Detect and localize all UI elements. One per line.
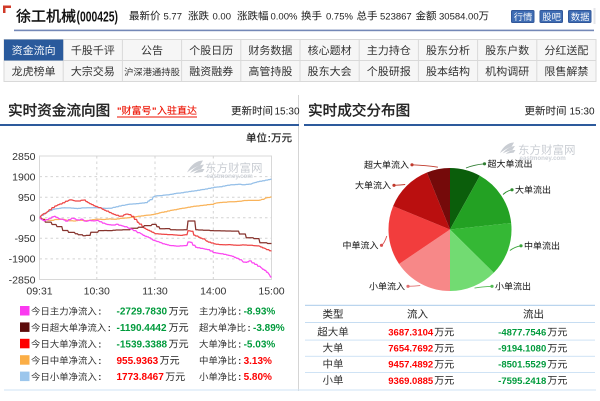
svg-text:-3.89%: -3.89% — [253, 323, 285, 334]
svg-text:eastmoney.com: eastmoney.com — [207, 173, 254, 180]
svg-text:-1539.3388: -1539.3388 — [117, 339, 168, 350]
svg-text:955.9363: 955.9363 — [117, 356, 159, 367]
svg-text:15:00: 15:00 — [258, 286, 284, 298]
svg-text:-5.03%: -5.03% — [244, 339, 276, 350]
svg-text:": " — [117, 106, 122, 117]
svg-text:1773.8467: 1773.8467 — [117, 372, 165, 383]
svg-text:9369.0885: 9369.0885 — [388, 376, 434, 387]
svg-text:09:31: 09:31 — [26, 286, 52, 298]
svg-text:": " — [152, 106, 157, 117]
svg-text:10:30: 10:30 — [84, 286, 110, 298]
svg-text::: : — [238, 371, 241, 382]
svg-text:-8501.5529: -8501.5529 — [498, 360, 546, 371]
svg-text::: : — [98, 306, 101, 317]
svg-text:-1190.4442: -1190.4442 — [117, 323, 167, 334]
svg-text:-2850: -2850 — [9, 274, 36, 286]
svg-text::: : — [248, 322, 251, 333]
svg-text:523867: 523867 — [380, 12, 412, 23]
svg-text:-9194.1080: -9194.1080 — [498, 344, 546, 355]
svg-text::: : — [98, 355, 101, 366]
svg-text:0.00: 0.00 — [213, 12, 232, 23]
svg-text:0: 0 — [30, 213, 36, 225]
svg-text:(000425): (000425) — [77, 9, 118, 25]
svg-text::: : — [268, 133, 272, 145]
svg-text::: : — [238, 306, 241, 317]
svg-text:7654.7692: 7654.7692 — [388, 344, 433, 355]
svg-text:-7595.2418: -7595.2418 — [498, 376, 546, 387]
svg-text:-8.93%: -8.93% — [244, 307, 276, 318]
svg-text::: : — [98, 371, 101, 382]
svg-text:-4877.7546: -4877.7546 — [498, 328, 546, 339]
svg-text:0.75%: 0.75% — [326, 12, 353, 23]
svg-text:0.00%: 0.00% — [271, 12, 298, 23]
svg-text:-1900: -1900 — [9, 254, 36, 266]
svg-text:15:30: 15:30 — [570, 107, 595, 118]
svg-text:3687.3104: 3687.3104 — [388, 328, 434, 339]
svg-text:950: 950 — [18, 192, 36, 204]
svg-text:2850: 2850 — [12, 151, 36, 163]
svg-text:3.13%: 3.13% — [244, 356, 272, 367]
svg-text:eastmoney.com: eastmoney.com — [520, 155, 567, 162]
svg-text:14:00: 14:00 — [200, 286, 226, 298]
svg-text:-950: -950 — [14, 233, 35, 245]
svg-text:5.77: 5.77 — [164, 12, 183, 23]
svg-text:11:30: 11:30 — [142, 286, 168, 298]
svg-text:1900: 1900 — [12, 171, 36, 183]
svg-text:15:30: 15:30 — [275, 107, 300, 118]
svg-text:-2729.7830: -2729.7830 — [117, 307, 168, 318]
svg-text::: : — [238, 355, 241, 366]
svg-text::: : — [98, 338, 101, 349]
svg-text:5.80%: 5.80% — [244, 372, 272, 383]
svg-text:9457.4892: 9457.4892 — [388, 360, 433, 371]
svg-text::: : — [238, 338, 241, 349]
svg-text::: : — [108, 322, 111, 333]
svg-text:30584.00: 30584.00 — [439, 12, 479, 23]
